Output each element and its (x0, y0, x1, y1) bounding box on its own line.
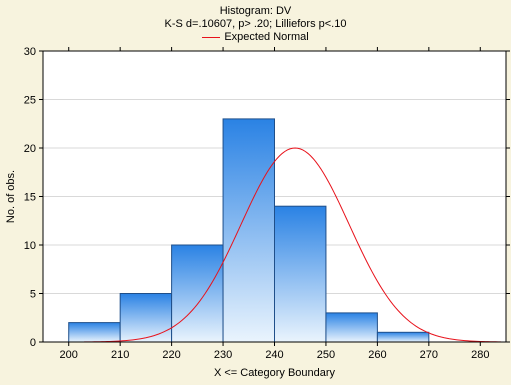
x-tick-label: 220 (162, 349, 180, 361)
x-tick-label: 230 (214, 349, 232, 361)
expected-normal-curve (84, 147, 501, 343)
y-tick-label: 20 (24, 143, 36, 155)
legend: Expected Normal (0, 31, 511, 44)
histogram-bar (222, 118, 275, 343)
axis-ticks: 0 5 10 15 20 25 30 200 210 220 230 240 250 260 270 280 (24, 46, 510, 361)
legend-swatch-expected-normal (202, 37, 221, 38)
y-axis-title: No. of obs. (5, 170, 17, 223)
x-axis-title: X <= Category Boundary (214, 367, 336, 379)
histogram-bar (376, 331, 430, 343)
y-tick-label: 30 (24, 46, 36, 58)
legend-label-expected-normal: Expected Normal (224, 31, 309, 43)
y-tick-label: 5 (30, 289, 36, 301)
x-tick-label: 200 (60, 349, 78, 361)
y-tick-label: 25 (24, 95, 36, 107)
y-tick-label: 15 (24, 192, 36, 204)
x-tick-label: 210 (111, 349, 129, 361)
chart-title: Histogram: DV (219, 5, 292, 17)
chart-subtitle: K-S d=.10607, p> .20; Lilliefors p<.10 (164, 18, 347, 30)
y-tick-label: 10 (24, 240, 36, 252)
histogram-bar (171, 244, 224, 343)
bars (68, 118, 430, 343)
x-tick-label: 240 (265, 349, 283, 361)
histogram-bar (119, 293, 173, 343)
x-tick-label: 250 (317, 349, 335, 361)
x-tick-label: 280 (471, 349, 489, 361)
histogram-bar (274, 205, 327, 343)
histogram-bar (325, 312, 378, 343)
histogram-bar (68, 322, 121, 343)
x-tick-label: 260 (368, 349, 386, 361)
y-tick-label: 0 (30, 337, 36, 349)
x-tick-label: 270 (420, 349, 438, 361)
